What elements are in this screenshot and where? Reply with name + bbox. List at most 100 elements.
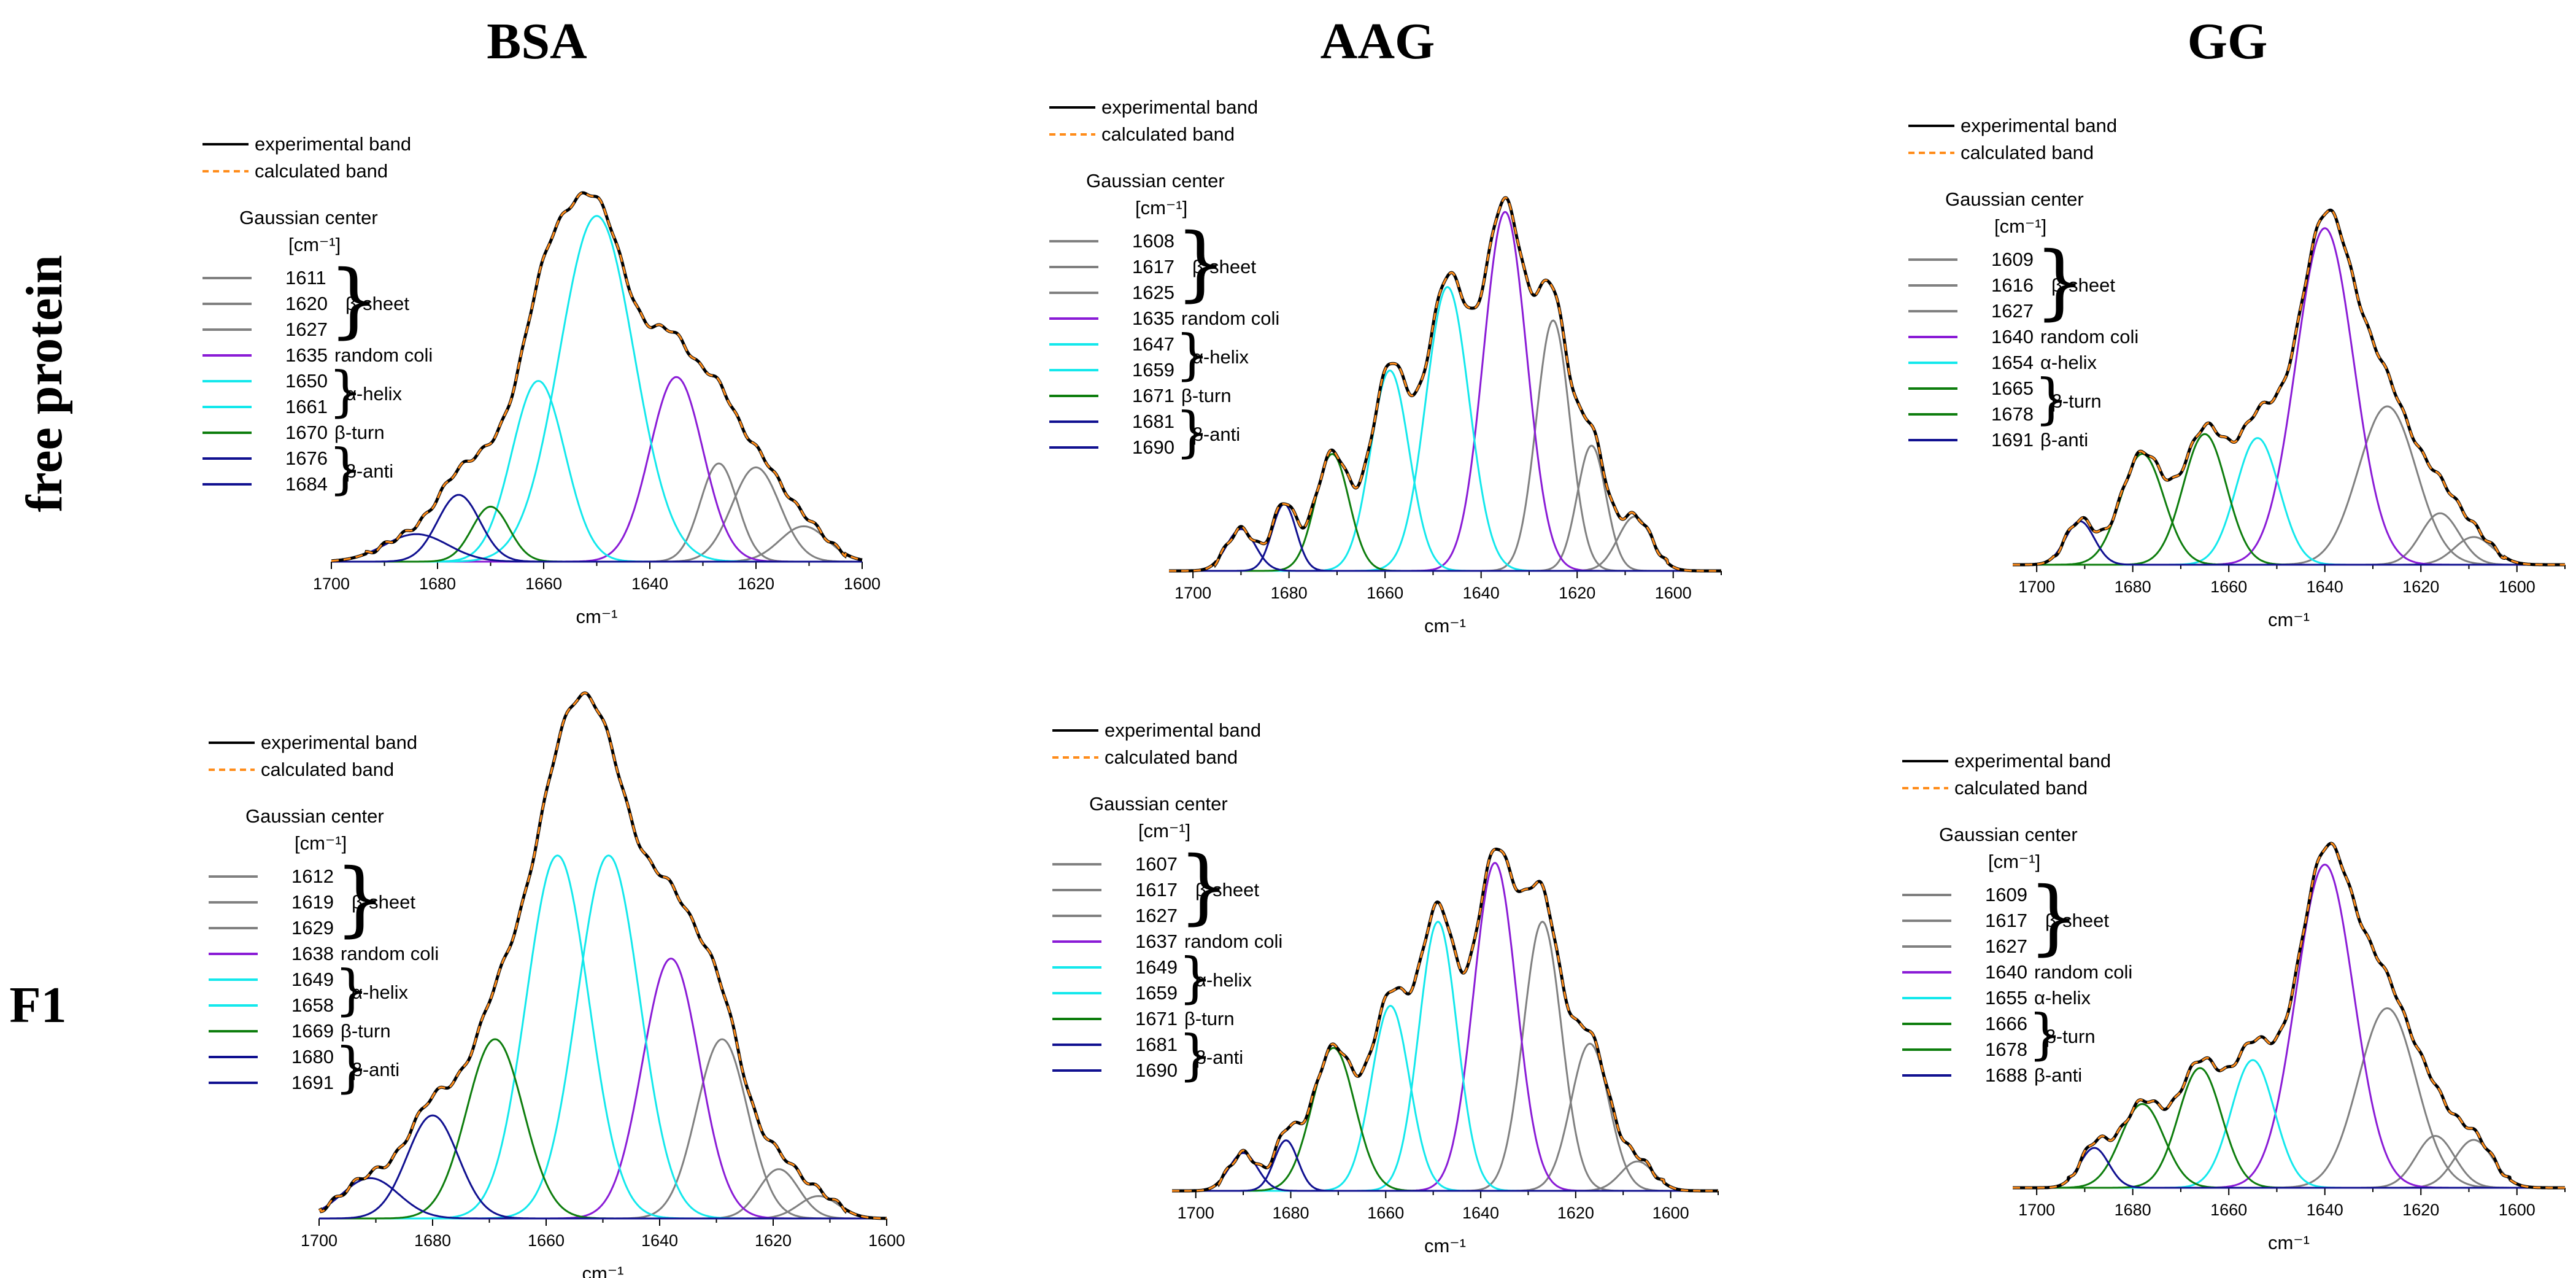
gaussian-component-beta-turn [2013, 1067, 2565, 1189]
legend-center-value: 1627 [1135, 905, 1178, 926]
gaussian-component-beta-anti [318, 1177, 887, 1220]
legend-label-experimental: experimental band [1961, 115, 2117, 136]
calculated-band-line [1169, 196, 1721, 572]
row-title-free-protein: free protein [16, 255, 73, 512]
x-tick-label: 1600 [1655, 584, 1692, 602]
x-tick-label: 1660 [528, 1231, 565, 1250]
gaussian-component-alpha-helix [1172, 921, 1718, 1192]
x-tick-label: 1700 [1174, 584, 1211, 602]
legend-center-value: 1690 [1135, 1059, 1178, 1081]
legend-center-value: 1640 [1991, 326, 2034, 347]
x-tick-label: 1680 [1272, 1204, 1309, 1222]
x-tick-label: 1700 [313, 575, 350, 593]
gaussian-component-random-coil [1172, 862, 1718, 1192]
x-axis-label: cm⁻¹ [2268, 1232, 2310, 1253]
legend-center-value: 1670 [285, 422, 328, 443]
legend-center-value: 1616 [1991, 274, 2034, 296]
legend-group-label-random-coil: random coli [341, 943, 439, 964]
legend-center-value: 1654 [1991, 352, 2034, 373]
legend-label-calculated: calculated band [1105, 746, 1238, 768]
x-axis-label: cm⁻¹ [1424, 615, 1466, 637]
panel-bsa-free-protein: 1700 1680 1660 1640 1620 1600 cm⁻¹ experimental… [202, 133, 881, 627]
legend-center-value: 1691 [1991, 429, 2034, 451]
legend-group-brace: } [2028, 1002, 2062, 1066]
legend-center-value: 1669 [291, 1020, 334, 1042]
x-tick-label: 1680 [414, 1231, 451, 1250]
legend-center-value: 1619 [291, 891, 334, 913]
legend-group-brace: } [334, 851, 386, 946]
legend-center-value: 1612 [291, 866, 334, 887]
legend-group-brace: } [1178, 1023, 1213, 1086]
gaussian-component-beta-turn [1169, 453, 1721, 572]
legend-label-calculated: calculated band [255, 160, 388, 182]
legend-group-label-alpha-helix: α-helix [1195, 969, 1252, 991]
x-tick-label: 1640 [2307, 578, 2343, 596]
x-tick-label: 1660 [2210, 1201, 2247, 1219]
legend-center-value: 1617 [1135, 879, 1178, 900]
x-tick-label: 1600 [844, 575, 881, 593]
legend-group-label-beta-turn: β-turn [1184, 1008, 1235, 1029]
legend-center-value: 1684 [285, 473, 328, 495]
legend-group-label-beta-turn: β-turn [341, 1020, 391, 1042]
legend-group-label-beta-sheet: β-sheet [2045, 910, 2109, 931]
legend-center-value: 1676 [285, 447, 328, 469]
gaussian-component-beta-sheet [1172, 921, 1718, 1192]
legend-group-brace: } [1175, 400, 1209, 463]
gaussian-component-alpha-helix [1169, 286, 1721, 572]
legend-center-value: 1671 [1132, 385, 1174, 406]
calculated-band-line [318, 692, 887, 1220]
legend-group-label-beta-turn: β-turn [2045, 1026, 2096, 1047]
calculated-band-line [2013, 209, 2565, 566]
legend-center-value: 1649 [1135, 956, 1178, 978]
gaussian-component-alpha-helix [2013, 437, 2565, 566]
legend-center-value: 1681 [1135, 1034, 1178, 1055]
legend-center-value: 1629 [291, 917, 334, 939]
legend-group-brace: } [1178, 839, 1230, 934]
legend-group-brace: } [328, 253, 380, 347]
x-tick-label: 1640 [631, 575, 668, 593]
gaussian-component-beta-sheet [331, 466, 862, 563]
panel-bsa-f1: 1700 1680 1660 1640 1620 1600 cm⁻¹ experimental… [209, 691, 905, 1278]
legend-center-value: 1609 [1991, 249, 2034, 270]
experimental-band-line [331, 191, 863, 563]
calculated-band-line [1172, 848, 1718, 1192]
legend-center-value: 1671 [1135, 1008, 1178, 1029]
legend-group-label-beta-sheet: β-sheet [345, 293, 409, 314]
gaussian-component-beta-turn [2013, 1102, 2565, 1189]
legend-center-value: 1625 [1132, 282, 1174, 303]
legend-center-value: 1635 [285, 344, 328, 366]
legend-group-label-beta-turn: β-turn [334, 422, 385, 443]
legend-center-value: 1640 [1985, 961, 2027, 983]
column-title-gg: GG [2188, 13, 2268, 70]
x-tick-label: 1680 [2115, 578, 2151, 596]
legend-group-label-alpha-helix: α-helix [345, 383, 403, 405]
legend-label-experimental: experimental band [1101, 96, 1258, 118]
gaussian-component-beta-sheet [1172, 1160, 1718, 1192]
legend-group-brace: } [2028, 870, 2080, 964]
gaussian-component-beta-sheet [1169, 444, 1721, 572]
legend-gaussian-title: Gaussian center [1086, 170, 1225, 192]
legend-gaussian-title: Gaussian center [245, 805, 384, 827]
legend-label-experimental: experimental band [1954, 750, 2111, 772]
legend-center-value: 1608 [1132, 230, 1174, 252]
legend-center-value: 1681 [1132, 411, 1174, 432]
x-axis-label: cm⁻¹ [1424, 1235, 1466, 1257]
legend-center-value: 1635 [1132, 308, 1174, 329]
legend-group-label-beta-anti: β-anti [2034, 1064, 2082, 1086]
legend-group-brace: } [1178, 946, 1213, 1009]
legend-center-value: 1661 [285, 396, 328, 417]
legend-group-brace: } [334, 1036, 369, 1099]
legend-unit: [cm⁻¹] [1135, 197, 1187, 219]
legend-group-label-beta-sheet: β-sheet [1195, 879, 1259, 900]
x-tick-label: 1640 [641, 1231, 678, 1250]
legend-group-label-random-coil: random coli [334, 344, 433, 366]
legend-label-experimental: experimental band [1105, 719, 1261, 741]
x-tick-label: 1680 [1271, 584, 1308, 602]
x-tick-label: 1620 [1557, 1204, 1594, 1222]
legend-unit: [cm⁻¹] [288, 234, 341, 255]
legend-label-calculated: calculated band [1101, 123, 1235, 145]
x-tick-label: 1660 [525, 575, 562, 593]
legend-group-brace: } [2034, 367, 2069, 430]
x-tick-label: 1640 [1463, 584, 1500, 602]
